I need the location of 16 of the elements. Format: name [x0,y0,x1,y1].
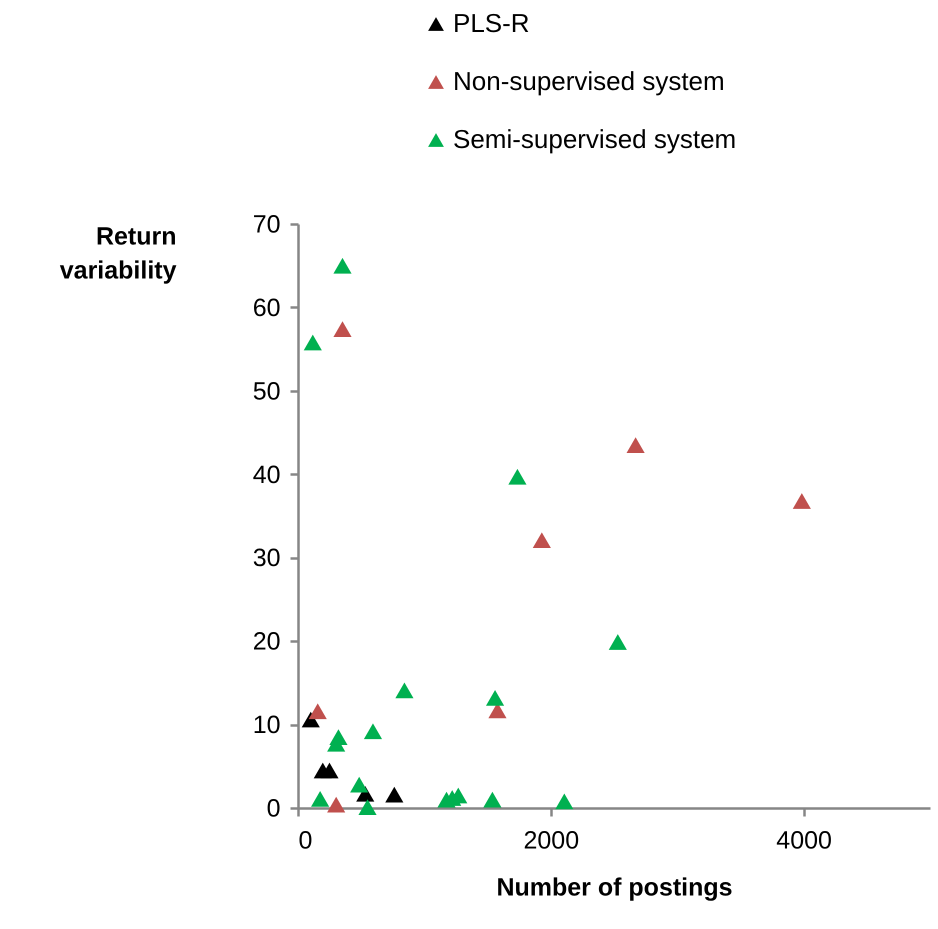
y-tick-label: 40 [252,460,280,489]
y-tick-label: 50 [252,377,280,406]
legend-label: Non-supervised system [453,66,725,96]
legend-label: PLS-R [453,8,530,38]
y-axis-title: Return variability [60,222,177,284]
x-tick-label: 0 [298,826,312,854]
y-tick-label: 30 [252,544,280,572]
y-tick-label: 70 [252,210,280,238]
y-tick-label: 10 [252,711,280,740]
y-tick-label: 60 [252,294,280,322]
legend-label: Semi-supervised system [453,124,736,154]
x-tick-label: 4000 [776,826,832,854]
x-tick-label: 2000 [523,826,580,854]
y-tick-label: 0 [266,794,280,822]
y-tick-label: 20 [252,628,280,656]
x-axis-title: Number of postings [496,874,733,902]
